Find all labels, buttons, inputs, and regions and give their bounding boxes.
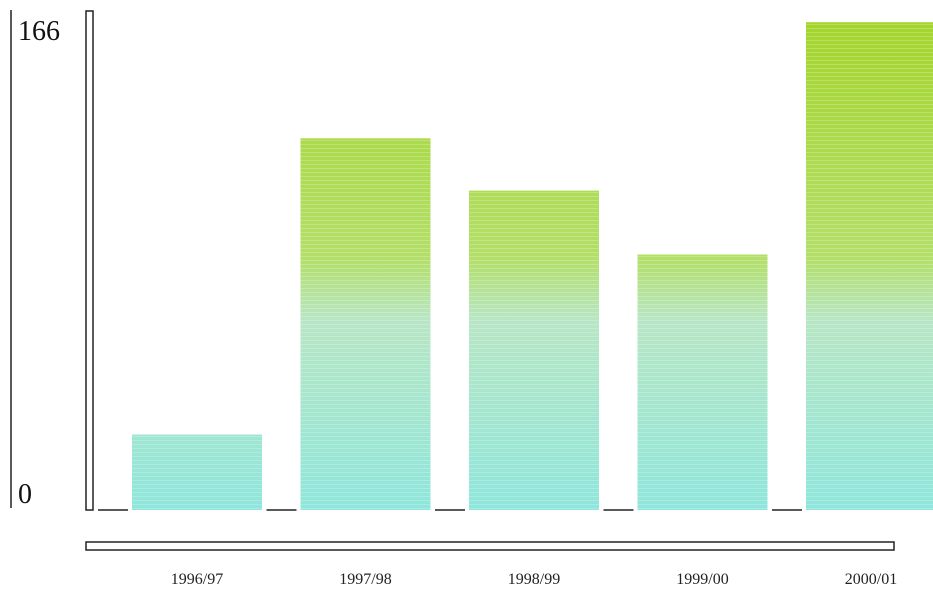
x-tick-label: 1996/97 xyxy=(171,571,223,588)
y-tick-label-min: 0 xyxy=(18,479,32,510)
x-tick-label: 2000/01 xyxy=(845,571,897,588)
x-tick-labels: 1996/97 1997/98 1998/99 1999/00 2000/01 xyxy=(171,571,897,588)
x-axis-bar xyxy=(85,541,895,551)
bar-texture-1999-00 xyxy=(637,254,768,510)
bars-layer xyxy=(132,22,933,511)
bar-texture-2000-01 xyxy=(806,22,933,510)
x-tick-label: 1997/98 xyxy=(339,571,391,588)
x-tick-label: 1998/99 xyxy=(508,571,560,588)
y-axis-bar xyxy=(85,10,94,511)
bar-texture-1996-97 xyxy=(132,434,262,510)
y-tick-label-max: 166 xyxy=(18,16,60,47)
x-tick-label: 1999/00 xyxy=(676,571,728,588)
bar-texture-1997-98 xyxy=(300,138,431,511)
bar-texture-1998-99 xyxy=(469,190,599,510)
